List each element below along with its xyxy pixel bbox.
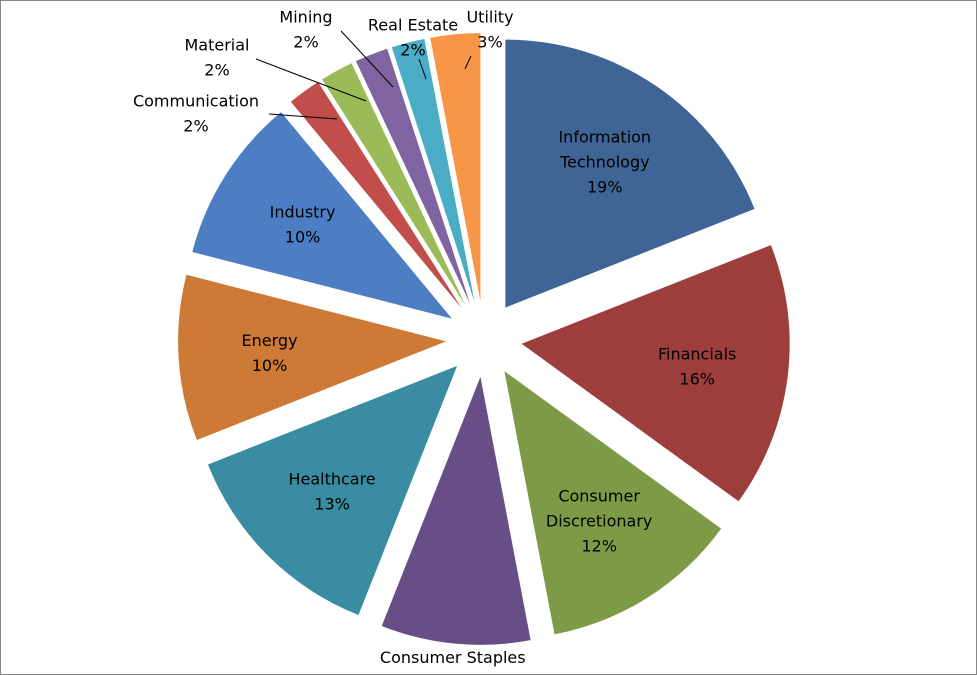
data-label-mining: Mining 2% bbox=[279, 8, 332, 52]
data-label-healthcare: Healthcare 13% bbox=[288, 469, 375, 513]
data-label-consumer-staples: Consumer Staples9% bbox=[380, 648, 526, 674]
pie-slice-mining bbox=[355, 48, 471, 304]
data-label-energy: Energy 10% bbox=[242, 331, 298, 375]
pie-slice-financials bbox=[521, 245, 790, 502]
pie-slice-utility bbox=[430, 33, 481, 302]
pie-slice-communication bbox=[290, 81, 462, 309]
pie-slice-consumer-staples bbox=[381, 376, 531, 645]
data-label-real-estate: Real Estate 2% bbox=[368, 16, 458, 60]
pie-slice-information-technology bbox=[505, 39, 755, 308]
pie-slice-consumer-discretionary bbox=[504, 371, 722, 635]
data-label-consumer-discretionary: Consumer Discretionary 12% bbox=[546, 486, 652, 555]
leader-line bbox=[418, 58, 427, 80]
pie-slice-industry bbox=[192, 112, 452, 319]
leader-line bbox=[464, 55, 472, 70]
leader-line bbox=[340, 30, 394, 88]
pie-slice-real-estate bbox=[391, 38, 475, 303]
pie-slice-energy bbox=[178, 274, 447, 441]
data-label-information-technology: Information Technology 19% bbox=[558, 127, 651, 196]
pie-slice-material bbox=[322, 63, 466, 306]
leader-line bbox=[255, 58, 367, 102]
pie-slice-healthcare bbox=[207, 365, 458, 616]
data-label-communication: Communication 2% bbox=[133, 92, 259, 136]
data-label-utility: Utility 3% bbox=[466, 8, 513, 52]
data-label-material: Material 2% bbox=[185, 36, 250, 80]
leader-line bbox=[268, 113, 338, 120]
data-label-industry: Industry 10% bbox=[270, 202, 336, 246]
data-label-financials: Financials 16% bbox=[658, 344, 736, 388]
